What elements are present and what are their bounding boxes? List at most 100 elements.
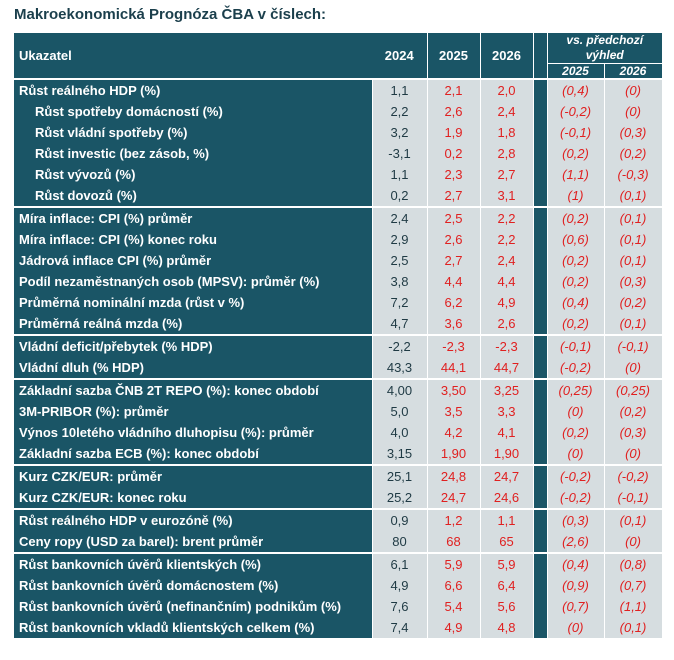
spacer-cell (533, 464, 548, 487)
change-2026: (0) (604, 443, 663, 465)
value-2024: 25,1 (371, 464, 428, 487)
row-label: Výnos 10letého vládního dluhopisu (%): p… (14, 422, 372, 443)
value-2024: 2,9 (371, 229, 428, 250)
value-2026: 4,8 (480, 617, 534, 638)
row-label: Růst spotřeby domácností (%) (14, 101, 372, 122)
change-2026: (0,2) (604, 143, 663, 164)
change-2025: (-0,2) (547, 464, 605, 487)
value-2026: 4,4 (480, 271, 534, 292)
spacer-cell (533, 143, 548, 164)
header-vs-2026: 2026 (604, 63, 663, 79)
change-2025: (1,1) (547, 164, 605, 185)
header-year-2024: 2024 (372, 33, 428, 79)
change-2025: (-0,2) (547, 101, 605, 122)
change-2026: (0,3) (604, 422, 663, 443)
value-2026: 1,8 (480, 122, 534, 143)
change-2025: (0) (547, 617, 605, 638)
spacer-cell (533, 229, 548, 250)
change-2026: (0,2) (604, 401, 663, 422)
table-row: Růst reálného HDP v eurozóně (%) 0,9 1,2 1,… (14, 508, 663, 531)
row-label: Vládní deficit/přebytek (% HDP) (14, 334, 372, 357)
table-row: Růst vládní spotřeby (%) 3,2 1,9 1,8 (-0,1)(… (14, 122, 663, 143)
value-2025: 1,90 (427, 443, 481, 465)
table-row: Výnos 10letého vládního dluhopisu (%): p… (14, 422, 663, 443)
value-2024: 4,9 (371, 575, 428, 596)
value-2024: 5,0 (371, 401, 428, 422)
value-2026: 5,9 (480, 552, 534, 575)
value-2025: 24,7 (427, 487, 481, 509)
value-2026: 2,8 (480, 143, 534, 164)
value-2026: 2,0 (480, 78, 534, 101)
change-2025: (1) (547, 185, 605, 207)
spacer-cell (533, 378, 548, 401)
row-label: Vládní dluh (% HDP) (14, 357, 372, 379)
value-2025: 68 (427, 531, 481, 553)
value-2026: 2,4 (480, 101, 534, 122)
change-2026: (0,1) (604, 185, 663, 207)
row-label: Ceny ropy (USD za barel): brent průměr (14, 531, 372, 553)
change-2025: (0,25) (547, 378, 605, 401)
change-2026: (0,2) (604, 292, 663, 313)
row-label: Podíl nezaměstnaných osob (MPSV): průměr… (14, 271, 372, 292)
change-2025: (-0,2) (547, 487, 605, 509)
change-2025: (0,7) (547, 596, 605, 617)
value-2025: 1,9 (427, 122, 481, 143)
change-2025: (0,2) (547, 271, 605, 292)
change-2026: (-0,3) (604, 164, 663, 185)
value-2025: 2,3 (427, 164, 481, 185)
row-label: Růst bankovních úvěrů klientských (%) (14, 552, 372, 575)
table-row: Vládní deficit/přebytek (% HDP) -2,2 -2,3-… (14, 334, 663, 357)
page-title: Makroekonomická Prognóza ČBA v číslech: (14, 6, 327, 23)
value-2025: 2,1 (427, 78, 481, 101)
spacer-cell (533, 185, 548, 207)
value-2026: 2,7 (480, 164, 534, 185)
table-row: Průměrná nominální mzda (růst v %) 7,2 6,2… (14, 292, 663, 313)
table-row: Růst dovozů (%) 0,2 2,7 3,1 (1) (0,1) (14, 185, 663, 207)
table-row: Jádrová inflace CPI (%) průměr 2,5 2,7 2,4 (… (14, 250, 663, 271)
value-2025: 3,5 (427, 401, 481, 422)
value-2024: 7,2 (371, 292, 428, 313)
value-2025: 2,6 (427, 101, 481, 122)
table-row: Míra inflace: CPI (%) konec roku 2,9 2,6 2,… (14, 229, 663, 250)
change-2025: (2,6) (547, 531, 605, 553)
spacer-cell (533, 271, 548, 292)
table-row: Růst bankovních úvěrů (nefinančním) podn… (14, 596, 663, 617)
value-2025: 5,9 (427, 552, 481, 575)
change-2025: (0,3) (547, 508, 605, 531)
value-2024: 7,4 (371, 617, 428, 638)
change-2026: (0,3) (604, 271, 663, 292)
value-2024: 4,7 (371, 313, 428, 335)
value-2026: 4,9 (480, 292, 534, 313)
value-2026: 3,3 (480, 401, 534, 422)
row-label: Průměrná nominální mzda (růst v %) (14, 292, 372, 313)
change-2025: (0,4) (547, 292, 605, 313)
change-2026: (0,8) (604, 552, 663, 575)
row-label: Průměrná reálná mzda (%) (14, 313, 372, 335)
change-2026: (0,7) (604, 575, 663, 596)
header-year-2026: 2026 (480, 33, 534, 79)
change-2026: (0,1) (604, 508, 663, 531)
spacer-cell (533, 487, 548, 509)
value-2024: 3,2 (371, 122, 428, 143)
value-2024: -3,1 (371, 143, 428, 164)
value-2026: 44,7 (480, 357, 534, 379)
row-label: Míra inflace: CPI (%) konec roku (14, 229, 372, 250)
change-2025: (-0,2) (547, 357, 605, 379)
change-2025: (0,2) (547, 143, 605, 164)
row-label: Růst bankovních úvěrů (nefinančním) podn… (14, 596, 372, 617)
value-2024: 6,1 (371, 552, 428, 575)
table-row: Podíl nezaměstnaných osob (MPSV): průměr… (14, 271, 663, 292)
value-2025: 6,6 (427, 575, 481, 596)
value-2024: 0,9 (371, 508, 428, 531)
spacer-cell (533, 422, 548, 443)
change-2025: (0,2) (547, 250, 605, 271)
table-body: Růst reálného HDP (%) 1,1 2,1 2,0 (0,4) (0) Rů… (14, 78, 663, 638)
table-row: Kurz CZK/EUR: konec roku 25,2 24,7 24,6 (-0,… (14, 487, 663, 509)
value-2026: 5,6 (480, 596, 534, 617)
spacer-cell (533, 401, 548, 422)
value-2024: -2,2 (371, 334, 428, 357)
table-row: Kurz CZK/EUR: průměr 25,1 24,8 24,7 (-0,2) (-… (14, 464, 663, 487)
table-row: Průměrná reálná mzda (%) 4,7 3,6 2,6 (0,2) (0… (14, 313, 663, 335)
value-2024: 7,6 (371, 596, 428, 617)
value-2024: 1,1 (371, 164, 428, 185)
